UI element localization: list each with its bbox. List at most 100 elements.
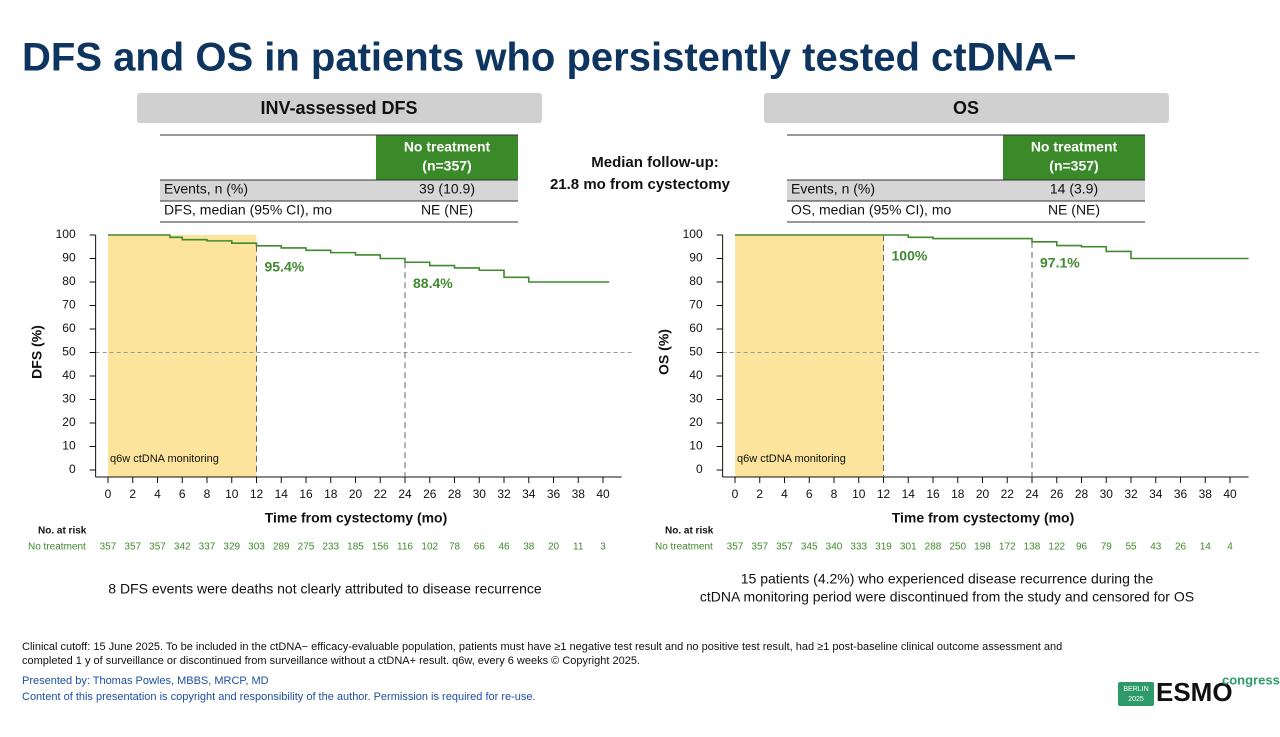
x-tick-label: 30 (1100, 487, 1114, 501)
risk-count: 301 (900, 542, 917, 553)
x-tick-label: 10 (225, 487, 239, 501)
monitoring-window (735, 235, 884, 478)
landmark-label: 95.4% (265, 259, 305, 275)
monitoring-label: q6w ctDNA monitoring (110, 453, 219, 465)
risk-count: 345 (801, 542, 818, 553)
risk-count: 55 (1125, 542, 1137, 553)
y-tick-label: 30 (62, 392, 76, 406)
panel-title: OS (953, 98, 979, 118)
x-tick-label: 16 (926, 487, 940, 501)
y-tick-label: 30 (689, 392, 703, 406)
x-tick-label: 2 (129, 487, 136, 501)
x-tick-label: 36 (1174, 487, 1188, 501)
risk-count: 357 (124, 542, 141, 553)
y-tick-label: 90 (62, 251, 76, 265)
risk-count: 275 (298, 542, 315, 553)
y-tick-label: 100 (56, 227, 76, 241)
x-tick-label: 40 (596, 487, 610, 501)
x-tick-label: 2 (756, 487, 763, 501)
follow-up: 21.8 mo from cystectomy (550, 176, 731, 193)
risk-count: 233 (322, 542, 339, 553)
panel-title: INV-assessed DFS (260, 98, 417, 118)
x-tick-label: 24 (1025, 487, 1039, 501)
table-cell: NE (NE) (421, 202, 473, 218)
x-tick-label: 28 (1075, 487, 1089, 501)
y-tick-label: 0 (69, 462, 76, 476)
table-row-bg (160, 180, 518, 201)
monitoring-window (108, 235, 257, 478)
risk-count: 38 (523, 542, 535, 553)
x-tick-label: 20 (349, 487, 363, 501)
risk-count: 303 (248, 542, 265, 553)
table-cell: DFS, median (95% CI), mo (164, 202, 332, 218)
risk-row-label: No treatment (28, 542, 86, 553)
risk-count: 329 (223, 542, 240, 553)
x-tick-label: 12 (877, 487, 891, 501)
y-axis-label: DFS (%) (29, 325, 45, 379)
x-tick-label: 4 (781, 487, 788, 501)
y-tick-label: 0 (696, 462, 703, 476)
risk-count: 20 (548, 542, 560, 553)
x-tick-label: 8 (204, 487, 211, 501)
table-header-text: No treatment (1031, 139, 1118, 155)
logo-city: BERLIN (1123, 686, 1148, 693)
panel-header (764, 93, 1169, 123)
table-cell: 14 (3.9) (1050, 181, 1098, 197)
y-tick-label: 40 (689, 368, 703, 382)
x-tick-label: 0 (105, 487, 112, 501)
x-tick-label: 32 (1124, 487, 1138, 501)
slide-title: DFS and OS in patients who persistently … (22, 36, 1077, 80)
risk-count: 289 (273, 542, 290, 553)
x-tick-label: 30 (473, 487, 487, 501)
x-tick-label: 20 (976, 487, 990, 501)
x-tick-label: 12 (250, 487, 264, 501)
x-tick-label: 10 (852, 487, 866, 501)
risk-count: 14 (1200, 542, 1212, 553)
x-tick-label: 16 (299, 487, 313, 501)
x-tick-label: 22 (374, 487, 388, 501)
risk-count: 46 (498, 542, 510, 553)
footnote: Clinical cutoff: 15 June 2025. To be inc… (22, 641, 1062, 653)
landmark-label: 88.4% (413, 275, 453, 291)
x-tick-label: 24 (398, 487, 412, 501)
risk-count: 66 (474, 542, 486, 553)
risk-count: 198 (974, 542, 991, 553)
x-tick-label: 36 (547, 487, 561, 501)
risk-count: 357 (776, 542, 793, 553)
table-cell: 39 (10.9) (419, 181, 475, 197)
table-cell: OS, median (95% CI), mo (791, 202, 951, 218)
risk-count: 4 (1227, 542, 1233, 553)
footnote: completed 1 y of surveillance or discont… (22, 655, 640, 667)
risk-count: 288 (925, 542, 942, 553)
x-tick-label: 26 (423, 487, 437, 501)
panel-header (137, 93, 542, 123)
risk-count: 78 (449, 542, 461, 553)
risk-count: 185 (347, 542, 364, 553)
table-header-text: (n=357) (1049, 158, 1098, 174)
y-tick-label: 10 (689, 439, 703, 453)
x-tick-label: 8 (831, 487, 838, 501)
risk-count: 342 (174, 542, 191, 553)
landmark-label: 97.1% (1040, 255, 1080, 271)
x-tick-label: 38 (1199, 487, 1213, 501)
note: 15 patients (4.2%) who experienced disea… (741, 571, 1154, 587)
logo-box (1118, 682, 1154, 706)
risk-count: 3 (600, 542, 606, 553)
x-tick-label: 6 (806, 487, 813, 501)
x-tick-label: 38 (572, 487, 586, 501)
y-tick-label: 100 (683, 227, 703, 241)
y-tick-label: 10 (62, 439, 76, 453)
risk-count: 333 (850, 542, 867, 553)
x-tick-label: 34 (522, 487, 536, 501)
x-axis-label: Time from cystectomy (mo) (892, 510, 1075, 526)
risk-title: No. at risk (38, 526, 87, 537)
y-tick-label: 80 (689, 274, 703, 288)
risk-title: No. at risk (665, 526, 714, 537)
note: ctDNA monitoring period were discontinue… (700, 589, 1194, 605)
x-tick-label: 32 (497, 487, 511, 501)
y-tick-label: 50 (62, 345, 76, 359)
risk-count: 337 (199, 542, 216, 553)
x-tick-label: 0 (732, 487, 739, 501)
risk-count: 116 (397, 542, 413, 553)
x-tick-label: 18 (324, 487, 338, 501)
